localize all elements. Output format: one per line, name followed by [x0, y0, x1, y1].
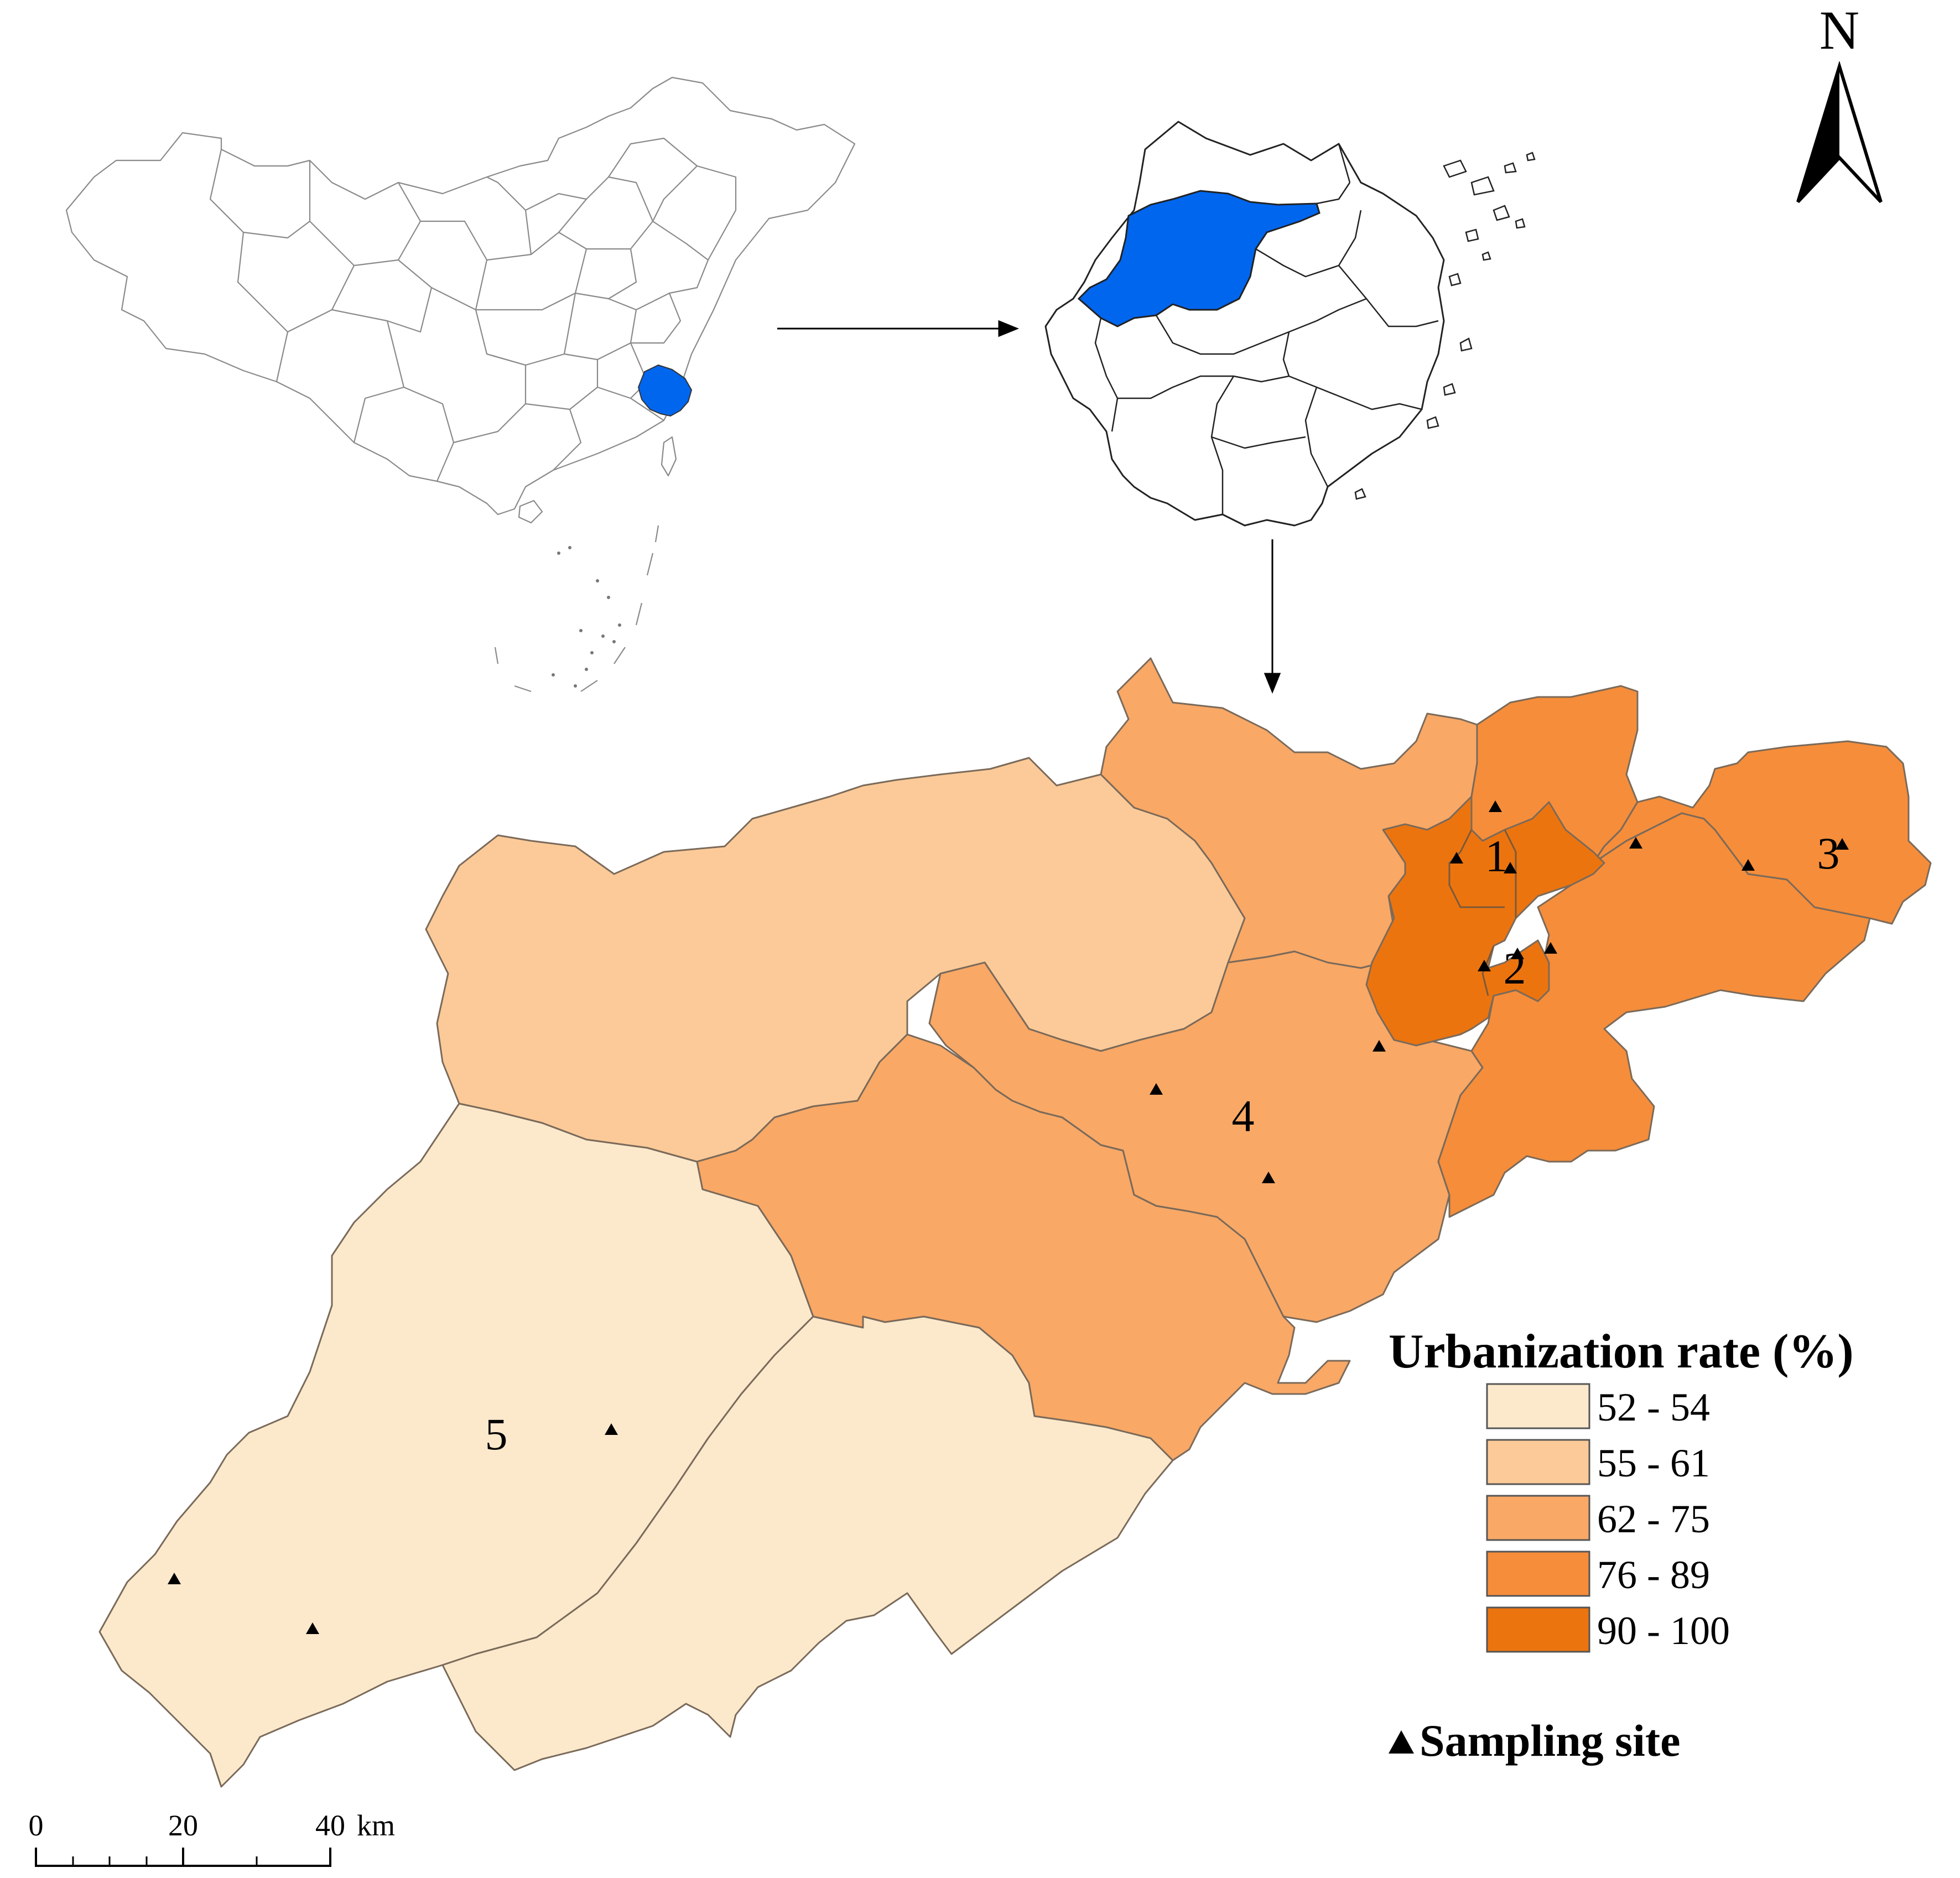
legend-swatch [1486, 1383, 1590, 1429]
legend-swatch [1486, 1551, 1590, 1597]
inset-arrows [777, 320, 1281, 694]
region-label-4: 4 [1232, 1091, 1255, 1141]
scale-tick-40: 40 [315, 1809, 345, 1842]
legend-swatch [1486, 1439, 1590, 1485]
sampling-site-marker [1150, 1083, 1163, 1095]
legend-swatch [1486, 1495, 1590, 1541]
legend-title: Urbanization rate (%) [1389, 1325, 1854, 1378]
region-label-1: 1 [1485, 831, 1508, 881]
hangzhou-main-map: 1 2 3 4 5 [98, 657, 1932, 1788]
legend-label: 62 - 75 [1597, 1497, 1710, 1541]
zhoushan-islands [1354, 152, 1536, 500]
legend-label: 90 - 100 [1597, 1609, 1730, 1653]
legend-site-label: Sampling site [1420, 1715, 1681, 1766]
region-qiantang [1592, 740, 1932, 925]
legend-label: 55 - 61 [1597, 1441, 1710, 1485]
region-label-2: 2 [1504, 943, 1526, 993]
legend-swatch [1486, 1606, 1590, 1653]
sampling-site-marker [1450, 852, 1463, 863]
sampling-site-marker [1544, 942, 1557, 954]
scale-tick-0: 0 [29, 1809, 44, 1842]
legend-item: 55 - 61 [1486, 1439, 1710, 1485]
scale-unit: km [357, 1809, 395, 1842]
legend-item: 90 - 100 [1486, 1606, 1730, 1653]
china-inset-zhejiang [637, 364, 693, 417]
sampling-site-marker [306, 1622, 319, 1634]
legend-label: 76 - 89 [1597, 1553, 1710, 1597]
sampling-sites [168, 800, 1849, 1634]
legend-item: 62 - 75 [1486, 1495, 1710, 1541]
sampling-site-marker [1629, 837, 1642, 849]
sampling-site-marker [1372, 1040, 1386, 1052]
sampling-site-marker [1262, 1172, 1275, 1183]
scale-tick-20: 20 [168, 1809, 198, 1842]
region-label-5: 5 [485, 1409, 508, 1459]
china-inset-map [65, 76, 856, 693]
south-sea-islands [552, 546, 621, 688]
sampling-site-marker [1489, 800, 1502, 812]
zhejiang-inset-map [1044, 121, 1536, 527]
china-outline [65, 76, 856, 516]
north-arrow: N [1796, 0, 1883, 204]
sampling-site-marker [168, 1573, 181, 1584]
legend: Urbanization rate (%) 52 - 54 55 - 61 62… [1389, 1325, 1854, 1766]
legend-item: 76 - 89 [1486, 1551, 1710, 1597]
sampling-site-marker [1504, 862, 1517, 873]
zhejiang-outline [1044, 121, 1445, 527]
sampling-site-marker [1836, 838, 1849, 850]
region-tonglu [696, 1033, 1351, 1461]
sampling-site-marker [1741, 859, 1755, 871]
north-arrow-label: N [1819, 0, 1859, 61]
sampling-site-marker [605, 1423, 618, 1435]
region-label-3: 3 [1817, 828, 1840, 878]
sampling-site-marker [1478, 960, 1491, 971]
zhejiang-inset-hangzhou [1077, 190, 1320, 327]
legend-site-marker [1389, 1730, 1414, 1754]
scale-bar: 0 20 40 km [29, 1809, 395, 1867]
legend-sampling-site: Sampling site [1389, 1715, 1681, 1766]
legend-item: 52 - 54 [1486, 1383, 1710, 1429]
sampling-site-marker [1511, 948, 1524, 959]
legend-label: 52 - 54 [1597, 1385, 1710, 1429]
